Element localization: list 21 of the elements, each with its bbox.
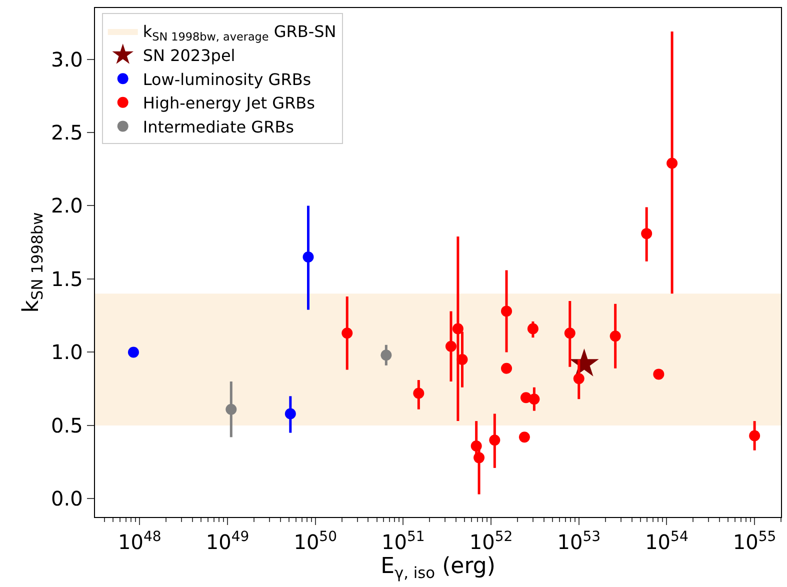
y-tick-label: 0.5 <box>51 413 83 438</box>
legend-label: Low-luminosity GRBs <box>142 70 312 89</box>
y-tick-label: 3.0 <box>51 47 83 72</box>
x-tick-label: 10$^{51}$ <box>382 528 425 554</box>
legend-label: High-energy Jet GRBs <box>142 94 315 113</box>
y-tick-label: 0.0 <box>51 486 83 511</box>
y-tick-label: 1.0 <box>51 340 83 364</box>
x-tick-label: 10$^{49}$ <box>206 528 250 554</box>
x-tick-label: 10$^{53}$ <box>557 528 601 554</box>
y-tick-label: 1.5 <box>51 266 83 291</box>
legend-label: k$_{SN 1998bw, average}$ GRB-SN <box>142 22 336 44</box>
x-tick-label: 10$^{55}$ <box>732 528 776 554</box>
x-tick-label: 10$^{52}$ <box>469 528 513 554</box>
y-tick-label: 2.0 <box>51 194 83 218</box>
y-tick-label: 2.5 <box>51 120 83 144</box>
legend-label: Intermediate GRBs <box>142 117 294 136</box>
x-axis-title: E$_{γ, iso}$ (erg) <box>380 554 496 582</box>
x-tick-label: 10$^{50}$ <box>294 528 337 554</box>
x-tick-label: 10$^{54}$ <box>645 528 688 554</box>
legend-label: SN 2023pel <box>142 46 236 66</box>
x-tick-label: 10$^{48}$ <box>118 528 162 554</box>
